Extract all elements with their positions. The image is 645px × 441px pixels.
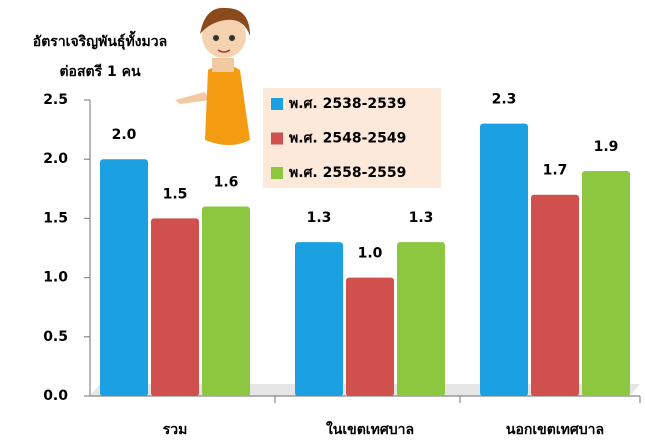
- value-label: 1.5: [163, 186, 188, 202]
- y-tick-label: 0.0: [43, 388, 68, 404]
- legend-swatch: [271, 133, 283, 145]
- value-label: 2.3: [492, 92, 517, 108]
- y-tick-label: 0.5: [43, 329, 68, 345]
- y-tick-label: 1.5: [43, 210, 68, 226]
- bar: [480, 124, 528, 396]
- value-label: 1.3: [307, 210, 332, 226]
- bar: [531, 195, 579, 396]
- bar: [582, 171, 630, 396]
- y-tick-label: 2.0: [43, 151, 68, 167]
- bar: [151, 218, 199, 396]
- legend-swatch: [271, 98, 283, 110]
- x-tick-label: นอกเขตเทศบาล: [506, 422, 604, 438]
- legend-label: พ.ศ. 2558-2559: [289, 165, 406, 181]
- y-tick-label: 1.0: [43, 270, 68, 286]
- y-axis-title: อัตราเจริญพันธุ์ทั้งมวล: [33, 30, 167, 50]
- y-tick-label: 2.5: [43, 92, 68, 108]
- value-label: 2.0: [112, 127, 137, 143]
- bar: [202, 207, 250, 396]
- y-axis-title: ต่อสตรี 1 คน: [59, 64, 141, 80]
- value-label: 1.3: [409, 210, 434, 226]
- legend-swatch: [271, 167, 283, 179]
- x-tick-label: รวม: [163, 422, 188, 438]
- bar: [397, 242, 445, 396]
- bar: [295, 242, 343, 396]
- bar: [100, 159, 148, 396]
- value-label: 1.6: [214, 175, 239, 191]
- bar: [346, 278, 394, 396]
- chart: อัตราเจริญพันธุ์ทั้งมวล ต่อสตรี 1 คน 0.0…: [0, 0, 645, 441]
- x-tick-label: ในเขตเทศบาล: [326, 420, 414, 438]
- cartoon-girl: [175, 8, 250, 145]
- value-label: 1.0: [358, 246, 383, 262]
- value-label: 1.7: [543, 163, 568, 179]
- legend-label: พ.ศ. 2538-2539: [289, 96, 406, 112]
- legend-label: พ.ศ. 2548-2549: [289, 131, 406, 147]
- value-label: 1.9: [594, 139, 619, 155]
